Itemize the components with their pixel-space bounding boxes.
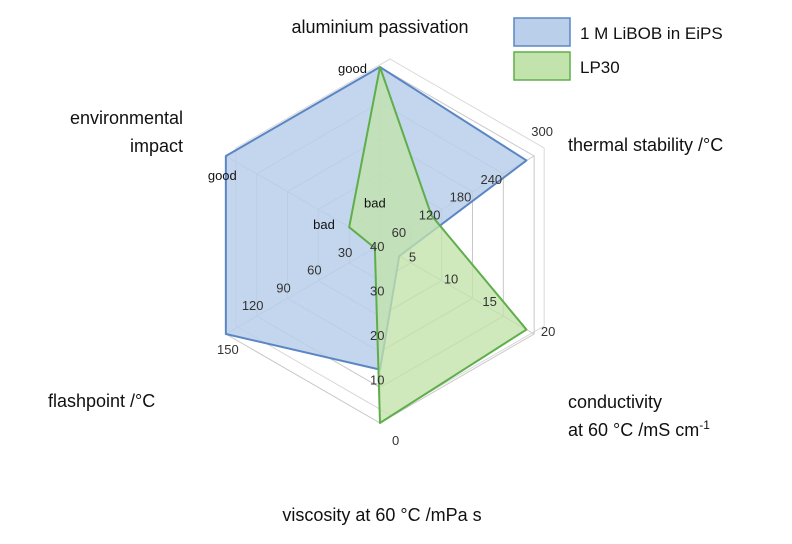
tick-label: 300	[531, 124, 553, 139]
tick-label-bad: bad	[364, 195, 386, 210]
legend-label: 1 M LiBOB in EiPS	[580, 24, 723, 43]
axis-title: aluminium passivation	[291, 17, 468, 37]
axis-title: viscosity at 60 °C /mPa s	[282, 505, 481, 525]
tick-label: 60	[392, 225, 406, 240]
axis-title: impact	[130, 136, 183, 156]
tick-label-good: good	[338, 61, 367, 76]
tick-label: 10	[444, 272, 458, 287]
legend-label: LP30	[580, 58, 620, 77]
series-area-lp30	[348, 66, 528, 424]
axis-title: flashpoint /°C	[48, 391, 155, 411]
tick-label: 20	[541, 324, 555, 339]
tick-label: 5	[409, 249, 416, 264]
tick-label-bad: bad	[313, 217, 335, 232]
tick-label: 120	[242, 298, 264, 313]
radar-series	[224, 66, 528, 424]
axis-titles: aluminium passivation thermal stability /…	[48, 17, 723, 525]
tick-label: 15	[482, 294, 496, 309]
tick-label: 10	[370, 373, 384, 388]
tick-label: 180	[450, 190, 472, 205]
tick-label: 90	[276, 280, 290, 295]
legend: 1 M LiBOB in EiPS LP30	[513, 17, 723, 81]
tick-label: 40	[370, 239, 384, 254]
legend-swatch	[513, 51, 571, 81]
tick-label: 30	[370, 284, 384, 299]
tick-label: 30	[338, 245, 352, 260]
tick-label-good: good	[208, 168, 237, 183]
tick-label: 20	[370, 328, 384, 343]
axis-title: environmental	[70, 108, 183, 128]
tick-label: 120	[419, 207, 441, 222]
tick-label: 0	[392, 433, 399, 448]
axis-title: conductivity	[568, 392, 662, 412]
tick-label: 150	[217, 342, 239, 357]
axis-title: thermal stability /°C	[568, 135, 723, 155]
tick-label: 240	[480, 172, 502, 187]
legend-swatch	[513, 17, 571, 47]
axis-title: at 60 °C /mS cm-1	[568, 418, 710, 440]
tick-label: 60	[307, 263, 321, 278]
axis-tick-labels: good bad 60 120 180 240 300 5 10 15 20 0 10 20 30 40 30 6…	[208, 61, 556, 448]
